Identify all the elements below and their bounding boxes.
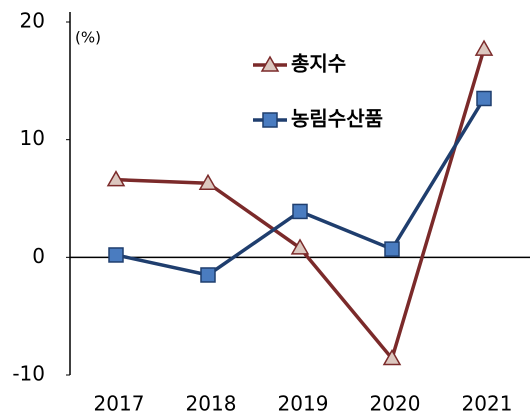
unit-label: (%) <box>75 29 101 47</box>
x-tick-label: 2020 <box>370 392 421 416</box>
legend-label: 농림수산품 <box>291 107 383 131</box>
legend-label: 총지수 <box>291 52 346 76</box>
data-point <box>384 241 400 257</box>
data-point <box>292 203 308 220</box>
x-tick-label: 2021 <box>462 392 513 416</box>
data-point <box>476 90 492 107</box>
data-point <box>106 170 126 187</box>
legend-marker <box>262 112 278 128</box>
legend-marker <box>260 55 280 72</box>
y-tick-label: -10 <box>12 362 45 386</box>
y-tick-label: 20 <box>20 9 45 33</box>
y-tick-label: 10 <box>20 126 45 150</box>
data-point <box>290 238 310 255</box>
data-point <box>108 247 124 263</box>
data-point <box>474 39 494 56</box>
data-point <box>198 173 218 190</box>
data-point <box>200 267 216 283</box>
x-tick-label: 2019 <box>278 392 329 416</box>
y-tick-label: 0 <box>32 244 45 268</box>
x-tick-label: 2017 <box>94 392 145 416</box>
data-point <box>382 349 402 366</box>
x-tick-label: 2018 <box>186 392 237 416</box>
